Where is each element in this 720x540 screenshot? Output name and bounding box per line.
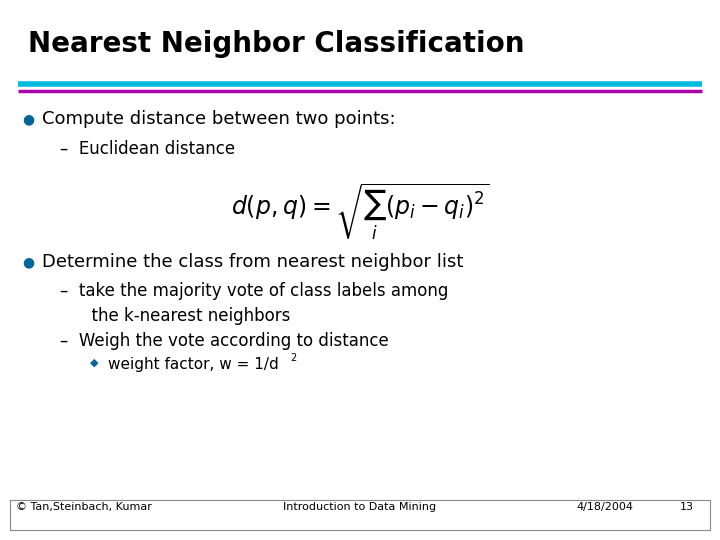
Text: –  take the majority vote of class labels among: – take the majority vote of class labels… bbox=[60, 282, 449, 300]
Text: © Tan,Steinbach, Kumar: © Tan,Steinbach, Kumar bbox=[16, 502, 152, 512]
Text: 13: 13 bbox=[680, 502, 694, 512]
Text: the k-nearest neighbors: the k-nearest neighbors bbox=[60, 307, 290, 325]
Text: ●: ● bbox=[22, 255, 34, 269]
Text: Determine the class from nearest neighbor list: Determine the class from nearest neighbo… bbox=[42, 253, 464, 271]
Text: –  Weigh the vote according to distance: – Weigh the vote according to distance bbox=[60, 332, 389, 350]
Text: $d(p,q) = \sqrt{\sum_{i}(p_i - q_i)^2}$: $d(p,q) = \sqrt{\sum_{i}(p_i - q_i)^2}$ bbox=[230, 182, 490, 242]
Text: weight factor, w = 1/d: weight factor, w = 1/d bbox=[108, 357, 279, 372]
Text: 2: 2 bbox=[290, 353, 296, 363]
Text: ◆: ◆ bbox=[90, 358, 99, 368]
Text: Compute distance between two points:: Compute distance between two points: bbox=[42, 110, 395, 128]
Bar bbox=[10, 500, 710, 530]
Text: Nearest Neighbor Classification: Nearest Neighbor Classification bbox=[28, 30, 524, 58]
Text: 4/18/2004: 4/18/2004 bbox=[576, 502, 633, 512]
Text: Introduction to Data Mining: Introduction to Data Mining bbox=[284, 502, 436, 512]
Text: –  Euclidean distance: – Euclidean distance bbox=[60, 140, 235, 158]
Text: ●: ● bbox=[22, 112, 34, 126]
